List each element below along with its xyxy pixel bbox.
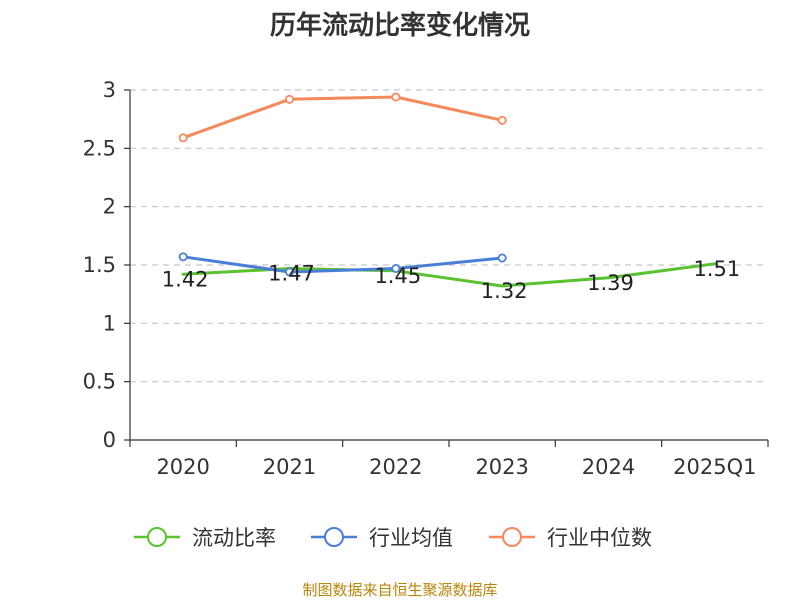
y-tick-label: 3	[103, 78, 116, 102]
data-label: 1.45	[374, 264, 421, 288]
series-line-1	[181, 255, 504, 274]
series-marker-2	[178, 133, 188, 143]
data-label: 1.51	[693, 257, 740, 281]
series-marker-2	[284, 94, 294, 104]
y-tick-label: 1.5	[83, 253, 116, 277]
legend-label-2: 行业中位数	[547, 526, 652, 550]
y-tick-label: 2	[103, 195, 116, 219]
legend-marker-0	[147, 527, 167, 547]
legend-marker-2	[502, 527, 522, 547]
source-note: 制图数据来自恒生聚源数据库	[302, 581, 497, 599]
x-tick-label: 2021	[263, 455, 316, 479]
x-tick-label: 2024	[582, 455, 635, 479]
y-tick-label: 0.5	[83, 370, 116, 394]
data-label: 1.39	[587, 271, 634, 295]
series-line-2	[181, 95, 504, 140]
series-marker-2	[497, 115, 507, 125]
legend-marker-1	[324, 527, 344, 547]
legend-label-0: 流动比率	[192, 526, 276, 550]
x-tick-label: 2022	[369, 455, 422, 479]
data-label: 1.32	[481, 279, 528, 303]
x-tick-label: 2025Q1	[673, 455, 756, 479]
series-marker-1	[178, 252, 188, 262]
series-marker-1	[497, 253, 507, 263]
data-labels: 1.42 1.47 1.45 1.32 1.39 1.51	[162, 257, 740, 303]
series-marker-2	[391, 92, 401, 102]
legend: 流动比率 行业均值 行业中位数	[134, 526, 652, 550]
x-tick-label: 2023	[475, 455, 528, 479]
series-marker-1	[284, 267, 294, 277]
y-tick-label: 1	[103, 311, 116, 335]
y-tick-label: 2.5	[83, 136, 116, 160]
chart-title: 历年流动比率变化情况	[270, 10, 530, 41]
axes: 0 0.5 1 1.5 2 2.5 3 2020 2021 2022 2023 2024 2025Q1	[83, 78, 769, 479]
y-tick-label: 0	[103, 428, 116, 452]
series-layer	[178, 92, 717, 288]
series-marker-1	[391, 263, 401, 273]
grid-lines	[130, 89, 768, 383]
legend-label-1: 行业均值	[369, 526, 453, 550]
data-label: 1.47	[268, 262, 315, 286]
x-tick-label: 2020	[156, 455, 209, 479]
data-label: 1.42	[162, 267, 209, 291]
